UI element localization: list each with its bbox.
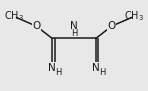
Text: H: H <box>99 68 106 77</box>
Text: O: O <box>108 21 116 31</box>
Text: $\mathdefault{CH_3}$: $\mathdefault{CH_3}$ <box>4 9 24 23</box>
Text: H: H <box>71 29 77 38</box>
Text: $\mathdefault{CH_3}$: $\mathdefault{CH_3}$ <box>124 9 144 23</box>
Text: N: N <box>92 63 100 73</box>
Text: H: H <box>56 68 62 77</box>
Text: N: N <box>48 63 56 73</box>
Text: N: N <box>70 21 78 31</box>
Text: O: O <box>32 21 40 31</box>
